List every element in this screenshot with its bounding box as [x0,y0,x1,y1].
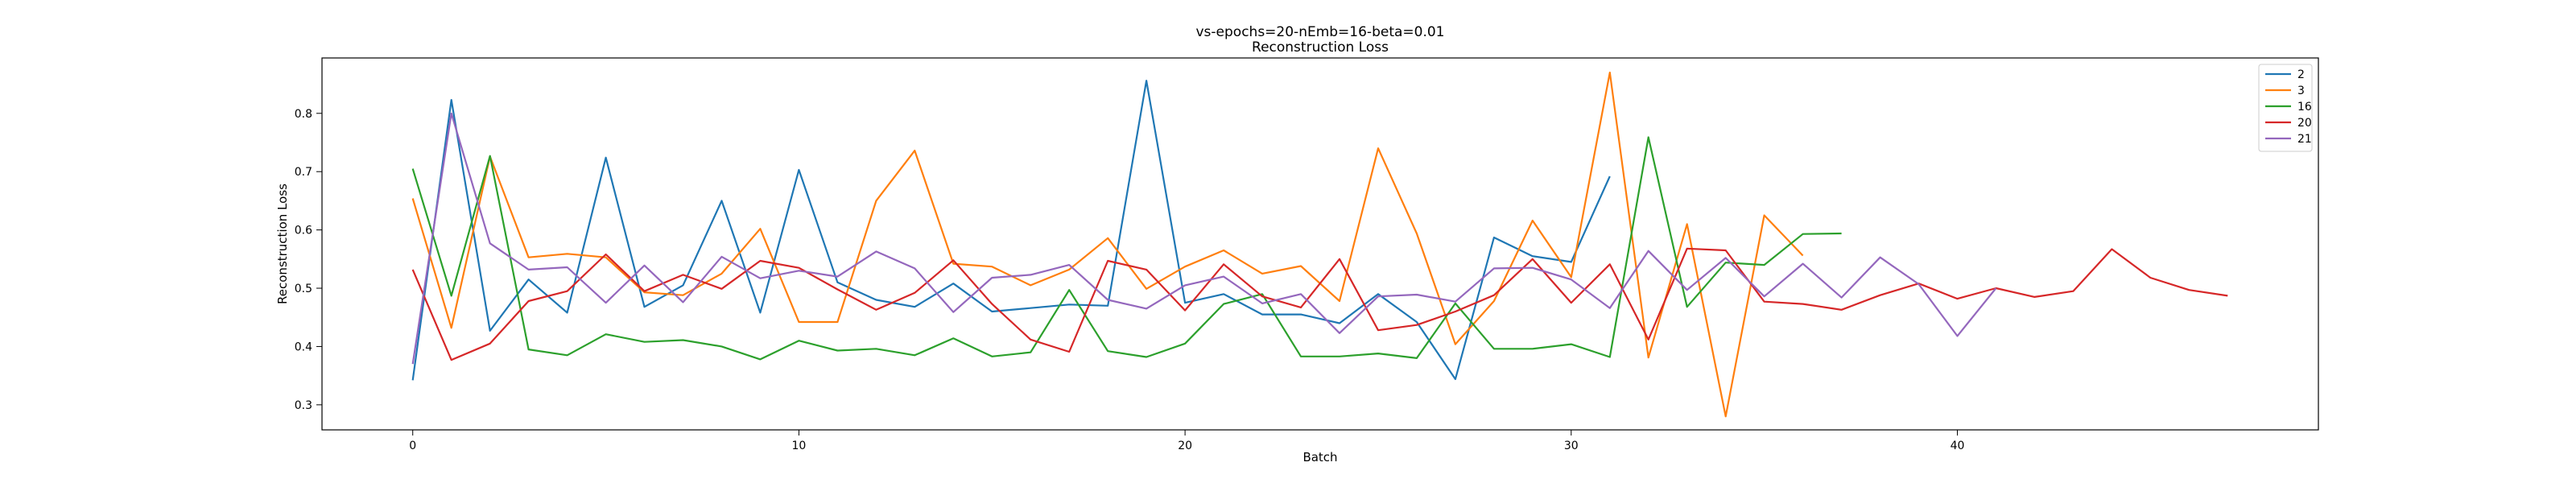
y-tick-label: 0.4 [295,341,312,353]
series-line-20 [411,247,2228,361]
y-tick-label: 0.5 [295,283,312,295]
y-tick-label: 0.6 [295,225,312,237]
series-line-16 [411,136,1842,361]
y-tick-label: 0.7 [295,166,312,179]
legend-entries: 2 3 16 20 21 [2265,68,2312,146]
legend-label-20: 20 [2297,117,2312,130]
plot-area-frame [321,57,2319,431]
legend-label-21: 21 [2297,133,2312,146]
x-tick-label: 30 [1564,440,1579,452]
y-tick-label: 0.3 [295,399,312,412]
series-line-3 [411,71,1804,418]
x-tick-label: 10 [792,440,807,452]
x-tick-label: 20 [1178,440,1192,452]
x-tick-label: 40 [1951,440,1965,452]
y-axis-ticks: 0.3 0.4 0.5 0.6 0.7 0.8 [295,108,322,412]
x-axis-ticks: 0 10 20 30 40 [409,430,1964,452]
x-tick-label: 0 [409,440,416,452]
legend-label-2: 2 [2297,68,2305,81]
legend-box [2258,64,2313,152]
chart-title-line-1: vs-epochs=20-nEmb=16-beta=0.01 [1196,24,1445,40]
legend-label-3: 3 [2297,85,2305,97]
series-line-21 [411,112,1997,365]
legend-label-16: 16 [2297,101,2312,114]
chart-title-line-2: Reconstruction Loss [1252,39,1389,56]
series-line-2 [411,80,1611,381]
x-axis-label: Batch [1302,450,1337,464]
series-layer [411,71,2228,418]
legend: 2 3 16 20 21 [2258,64,2313,152]
y-axis-label: Reconstruction Loss [275,184,290,304]
y-tick-label: 0.8 [295,108,312,121]
